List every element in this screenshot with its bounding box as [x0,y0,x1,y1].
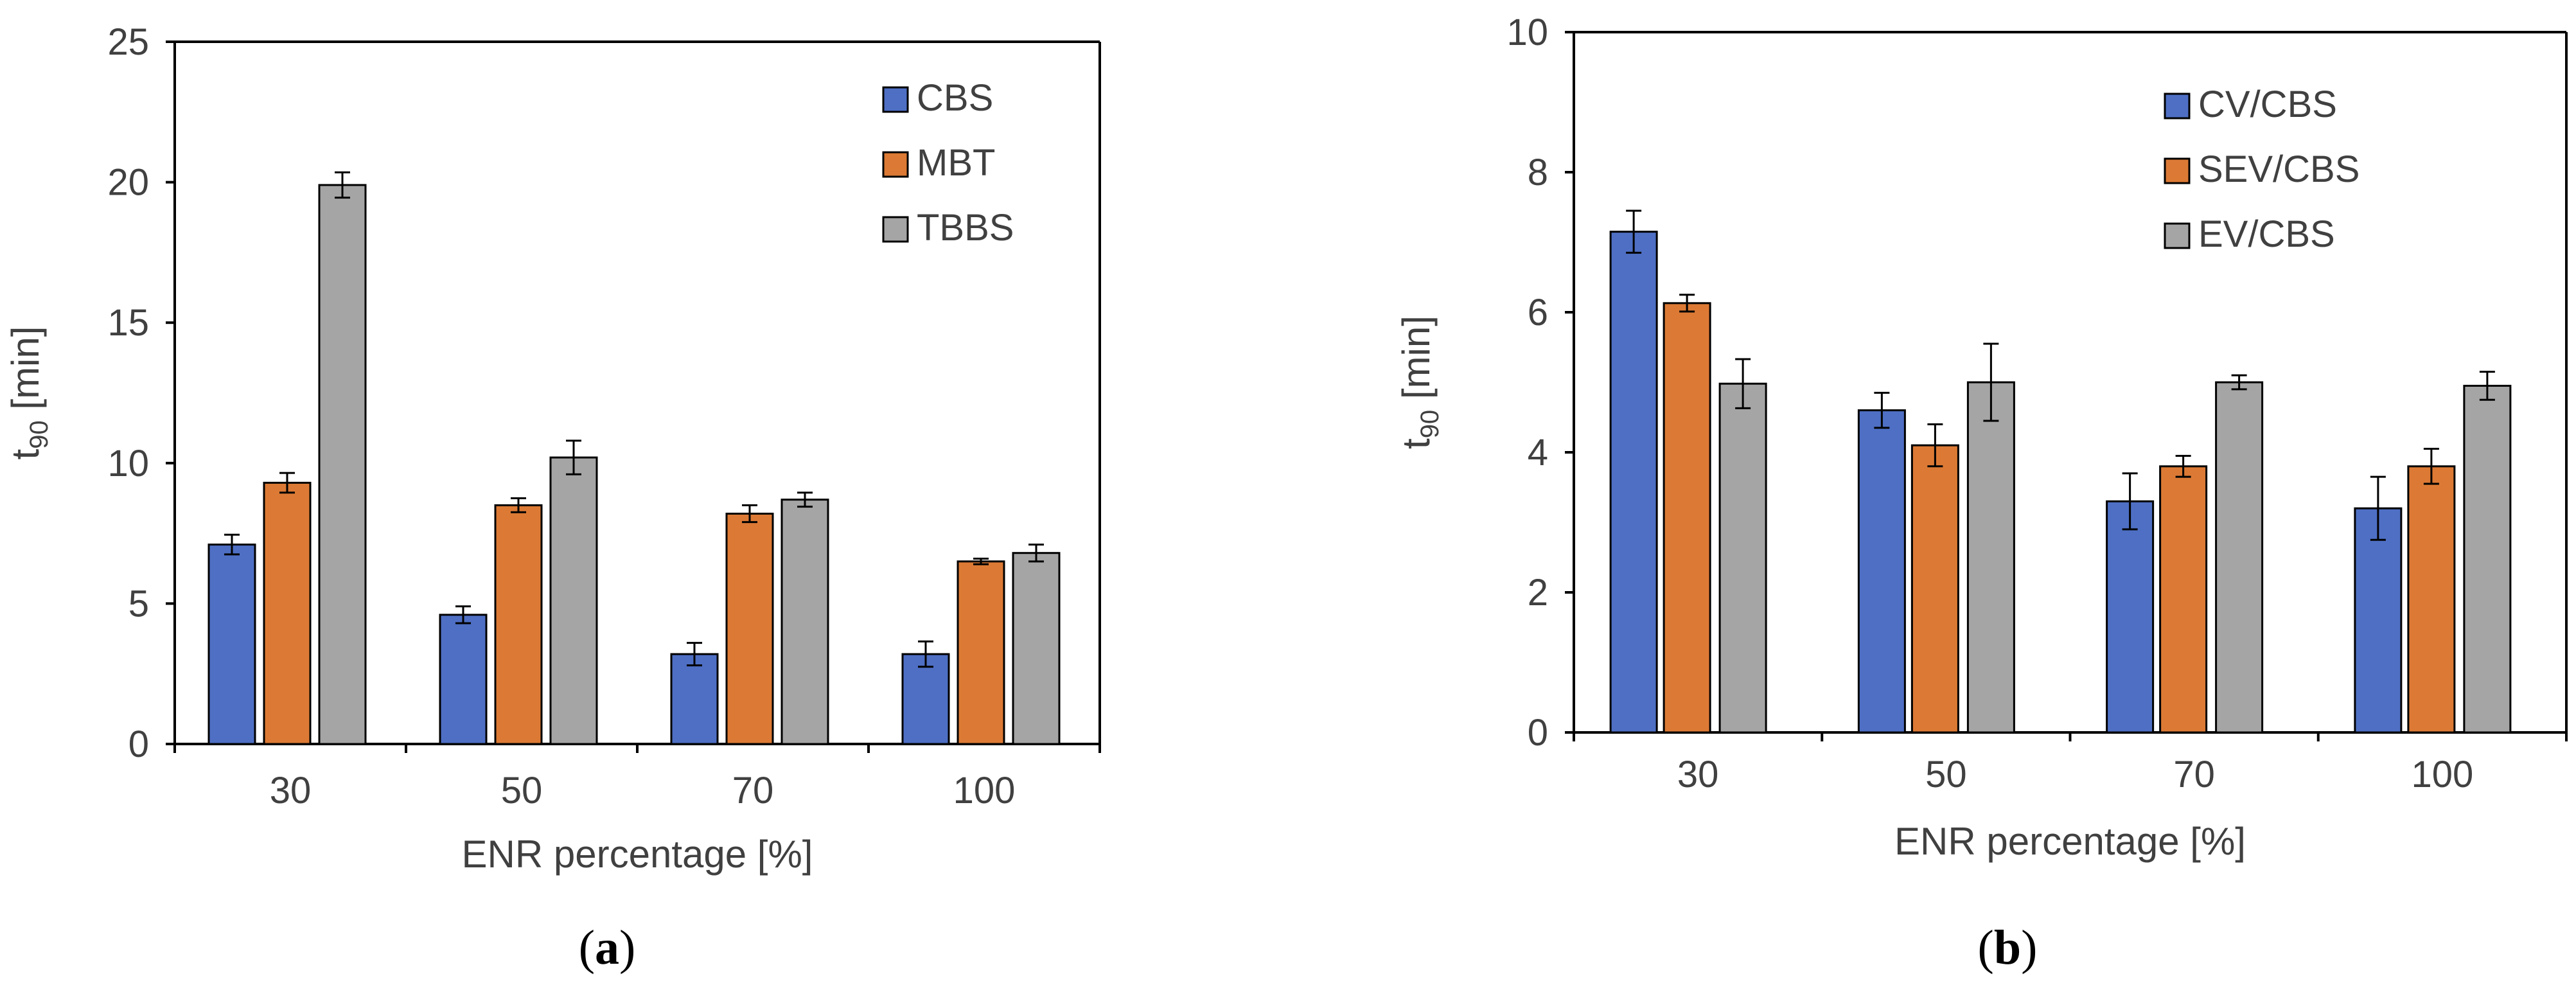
bar [670,653,719,745]
legend-swatch [2164,222,2191,249]
bar [263,481,312,745]
bar [494,504,543,745]
legend-swatch [2164,93,2191,120]
x-tick-label: 70 [2173,754,2215,795]
bar [1910,444,1959,734]
y-tick-label: 25 [107,21,149,63]
bar [2354,507,2403,734]
legend-label: EV/CBS [2198,213,2335,255]
y-axis-label: t90 [min] [4,326,53,460]
y-tick-label: 4 [1528,432,1548,474]
bar [2463,384,2512,734]
panel-b-caption: (b) [1978,921,2038,975]
legend-label: TBBS [917,207,1014,249]
legend-label: CV/CBS [2198,84,2337,125]
bar [1663,302,1711,734]
bar [781,499,829,745]
legend-label: SEV/CBS [2198,148,2360,190]
x-axis-label: ENR percentage [%] [1894,820,2246,863]
x-tick-label: 30 [270,770,312,811]
bar [1609,231,1658,734]
y-tick-label: 6 [1528,292,1548,333]
x-tick-label: 70 [732,770,774,811]
x-tick-label: 100 [953,770,1016,811]
x-tick-label: 30 [1677,754,1719,795]
legend-swatch [2164,157,2191,184]
bar [1012,552,1061,745]
y-tick-label: 0 [1528,712,1548,754]
panel-a-caption-letter: a [595,921,619,975]
bar [2215,381,2264,734]
panel-b: 0 2 4 6 8 10 30 50 70 100 CV/CBS SEV/CBS EV/CBS ENR p… [1395,12,2568,863]
bar [549,456,598,745]
bar [1718,382,1767,734]
y-tick-label: 2 [1528,572,1548,614]
panel-b-caption-letter: b [1994,921,2021,975]
bar [957,560,1005,745]
y-tick-label: 8 [1528,152,1548,193]
x-tick-label: 50 [501,770,543,811]
x-tick-label: 50 [1925,754,1967,795]
panel-a-caption: (a) [579,921,636,975]
bar [901,653,950,745]
bar [207,544,256,745]
panel-a: 0 5 10 15 20 25 30 50 70 100 CBS MBT TBBS ENR percent… [4,21,1101,876]
legend-label: CBS [917,77,993,119]
bar [1857,409,1906,734]
bar [318,184,367,745]
y-axis-label: t90 [min] [1395,315,1444,449]
legend-swatch [882,151,909,178]
y-tick-label: 15 [107,302,149,344]
y-tick-label: 20 [107,162,149,204]
x-tick-label: 100 [2411,754,2473,795]
legend-swatch [882,86,909,113]
bar [725,512,774,745]
bar [2159,465,2208,734]
y-tick-label: 5 [128,583,149,624]
bar [2407,465,2456,734]
y-tick-label: 0 [128,723,149,765]
bar [439,614,488,745]
y-tick-label: 10 [1506,12,1548,53]
legend-swatch [882,216,909,243]
legend-label: MBT [917,142,995,184]
x-axis-label: ENR percentage [%] [462,833,813,876]
bar [2106,500,2155,734]
bar [1966,381,2015,734]
y-tick-label: 10 [107,443,149,484]
